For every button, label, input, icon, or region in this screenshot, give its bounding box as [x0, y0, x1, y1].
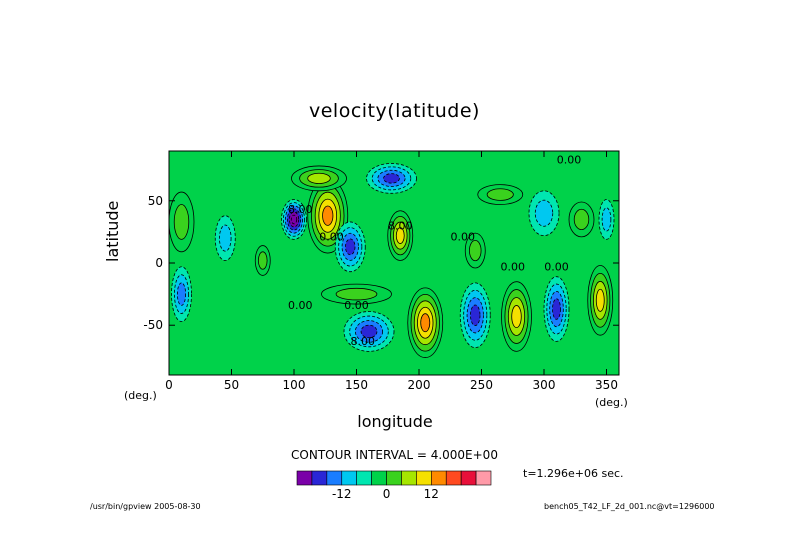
- contour-label: 0.00: [319, 231, 344, 244]
- x-tick-label: 100: [283, 378, 306, 392]
- contour-label: 0.00: [288, 299, 313, 312]
- x-tick-label: 150: [345, 378, 368, 392]
- x-tick-label: 350: [595, 378, 618, 392]
- contour-level: [470, 304, 481, 326]
- x-tick-label: 0: [165, 378, 173, 392]
- contour-label: 8.00: [388, 219, 413, 232]
- contour-label: 0.00: [451, 231, 476, 244]
- contour-level: [307, 172, 331, 184]
- extremum-4: [366, 163, 417, 194]
- contour-label: 8.00: [288, 203, 313, 216]
- extremum-14: [587, 265, 614, 336]
- contour-level: [290, 214, 298, 225]
- y-axis-label: latitude: [103, 200, 122, 262]
- contour-level: [573, 208, 590, 231]
- extremum-16: [321, 283, 392, 305]
- contour-level: [534, 199, 554, 227]
- contour-level: [395, 227, 405, 244]
- contour-level: [552, 298, 561, 320]
- extremum-5: [387, 210, 414, 261]
- colorbar-swatch: [296, 470, 313, 486]
- extremum-12: [501, 281, 532, 352]
- colorbar-swatch: [460, 470, 477, 486]
- contour-level: [469, 239, 482, 262]
- extremum-20: [568, 201, 595, 238]
- contour-level: [322, 205, 334, 226]
- extremum-21: [598, 199, 615, 240]
- extremum-0: [281, 199, 307, 240]
- contour-level: [345, 238, 356, 256]
- x-tick-label: 50: [224, 378, 239, 392]
- contour-label: 0.00: [501, 260, 526, 273]
- y-axis: -50 0 50: [143, 194, 619, 332]
- colorbar-swatch: [401, 470, 417, 486]
- footer-right: bench05_T42_LF_2d_001.nc@vt=1296000: [544, 502, 715, 511]
- x-tick-label: 250: [470, 378, 493, 392]
- extremum-18: [477, 184, 524, 205]
- colorbar-swatch: [475, 470, 492, 486]
- y-tick-label: -50: [143, 318, 163, 332]
- colorbar-swatch: [371, 470, 387, 486]
- colorbar-swatch: [356, 470, 372, 486]
- contour-label: 8.00: [351, 335, 376, 348]
- x-axis: 0 50 100 150 200 250 300 350: [165, 151, 618, 392]
- colorbar-swatch: [416, 470, 432, 486]
- extremum-11: [459, 282, 491, 349]
- contour-level: [219, 224, 232, 252]
- colorbar-swatch: [386, 470, 402, 486]
- contour-labels: 0.00 8.00 0.00 8.00 0.00 0.00 0.00 0.00 0.00 8.00: [288, 153, 581, 348]
- extremum-10: [407, 287, 444, 358]
- contour-label: 0.00: [544, 260, 569, 273]
- chart-title: velocity(latitude): [309, 100, 480, 122]
- y-axis-unit: (deg.): [124, 389, 157, 402]
- extremum-9: [171, 266, 192, 322]
- extremum-15: [343, 311, 395, 352]
- contour-label: 0.00: [557, 153, 582, 166]
- colorbar: -12 0 12: [296, 470, 492, 501]
- colorbar-label: -12: [332, 487, 352, 501]
- contour-level: [257, 251, 268, 270]
- colorbar-label: 0: [383, 487, 391, 501]
- contour-level: [173, 204, 190, 240]
- contour-level: [601, 207, 612, 232]
- colorbar-swatch: [326, 470, 343, 486]
- time-label: t=1.296e+06 sec.: [523, 467, 624, 480]
- extremum-13: [543, 276, 570, 342]
- extremum-8: [254, 245, 271, 276]
- contour-field: [169, 151, 619, 375]
- extremum-6: [169, 191, 195, 253]
- contour-level: [360, 324, 378, 339]
- x-tick-label: 300: [533, 378, 556, 392]
- contour-level: [511, 305, 522, 328]
- contour-level: [420, 313, 431, 333]
- x-tick-label: 200: [408, 378, 431, 392]
- colorbar-swatch: [431, 470, 447, 486]
- extremum-17: [464, 232, 486, 269]
- contour-level: [595, 288, 605, 312]
- extremum-2: [291, 165, 347, 192]
- contour-level: [335, 287, 378, 301]
- extremum-19: [528, 190, 560, 237]
- contour-label: 0.00: [344, 299, 369, 312]
- contour-level: [383, 173, 400, 184]
- contour-level: [486, 188, 514, 201]
- colorbar-label: 12: [424, 487, 439, 501]
- extremum-1: [307, 177, 349, 254]
- x-axis-label: longitude: [357, 412, 433, 431]
- colorbar-swatch: [311, 470, 328, 486]
- y-tick-label: 0: [155, 256, 163, 270]
- colorbar-swatch: [445, 470, 462, 486]
- colorbar-swatch: [341, 470, 357, 486]
- x-axis-unit: (deg.): [595, 396, 628, 409]
- contour-level: [176, 282, 187, 306]
- contour-interval: CONTOUR INTERVAL = 4.000E+00: [291, 448, 498, 462]
- extremum-3: [334, 221, 366, 273]
- y-tick-label: 50: [148, 194, 163, 208]
- extremum-7: [214, 215, 236, 261]
- footer-left: /usr/bin/gpview 2005-08-30: [90, 502, 201, 511]
